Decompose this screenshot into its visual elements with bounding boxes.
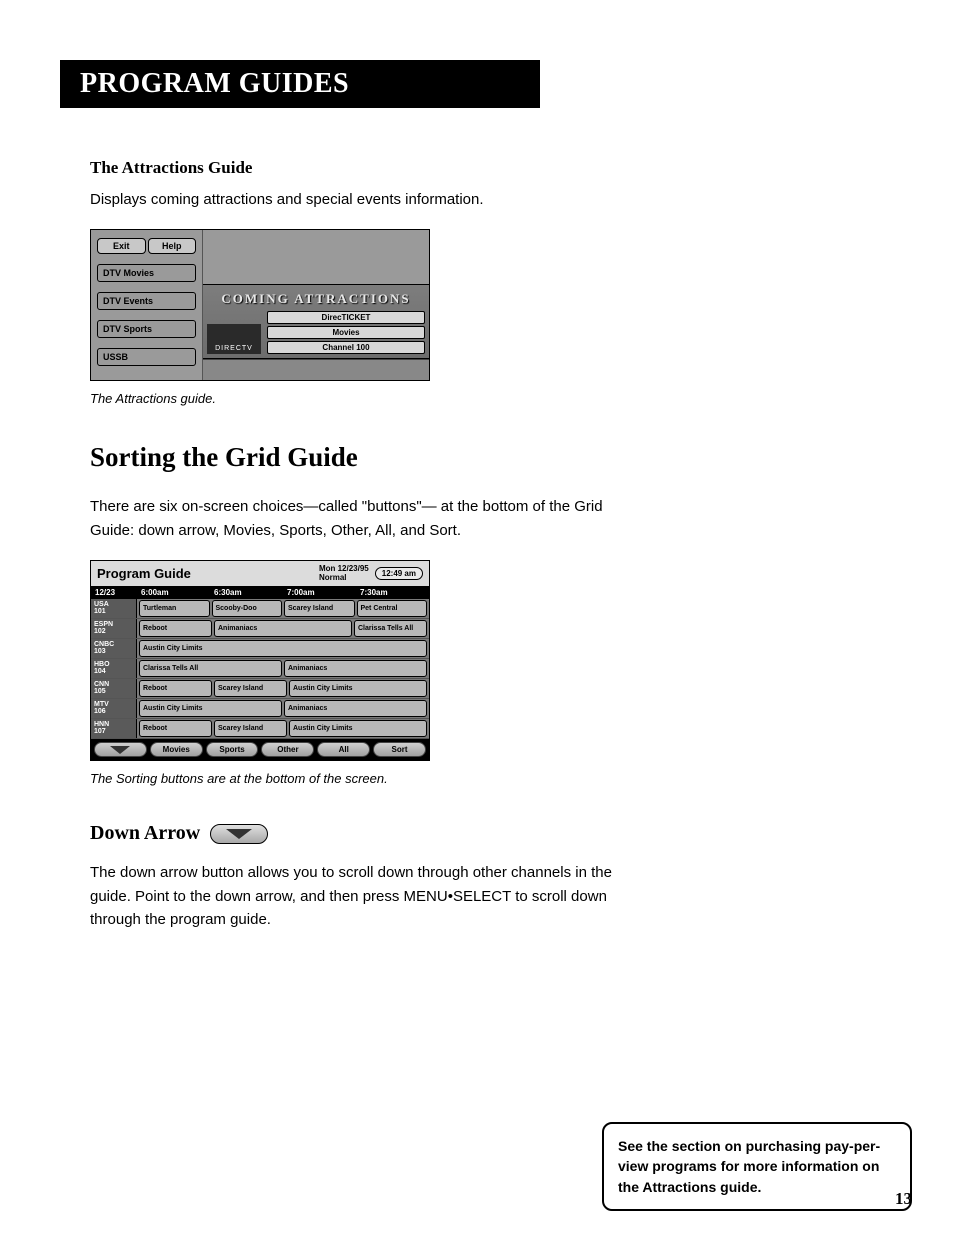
- attractions-desc: Displays coming attractions and special …: [90, 188, 650, 211]
- pg-program-cell[interactable]: Animaniacs: [284, 660, 427, 677]
- down-arrow-desc: The down arrow button allows you to scro…: [90, 861, 650, 931]
- pg-program-cell[interactable]: Clarissa Tells All: [354, 620, 427, 637]
- exit-button[interactable]: Exit: [97, 238, 146, 254]
- sorting-heading: Sorting the Grid Guide: [90, 442, 650, 473]
- page-number: 13: [895, 1189, 912, 1209]
- pg-program-cell[interactable]: Scarey Island: [214, 680, 287, 697]
- pg-program-cell[interactable]: Reboot: [139, 720, 212, 737]
- pg-program-cell[interactable]: Scarey Island: [214, 720, 287, 737]
- page-header-title: PROGRAM GUIDES: [80, 68, 520, 100]
- all-button[interactable]: All: [317, 742, 370, 757]
- page-header: PROGRAM GUIDES: [60, 60, 540, 108]
- pg-program-cell[interactable]: Scooby-Doo: [212, 600, 283, 617]
- pg-footer: Movies Sports Other All Sort: [91, 739, 429, 760]
- movies-button[interactable]: Movies: [150, 742, 203, 757]
- pg-channel-label: CNN105: [91, 679, 137, 698]
- sorting-caption: The Sorting buttons are at the bottom of…: [90, 771, 650, 786]
- pg-row: ESPN102RebootAnimaniacsClarissa Tells Al…: [91, 619, 429, 639]
- pg-program-cell[interactable]: Austin City Limits: [139, 640, 427, 657]
- pg-program-cell[interactable]: Austin City Limits: [289, 680, 427, 697]
- pg-clock: 12:49 am: [375, 567, 423, 580]
- attractions-sidebar: Exit Help DTV Movies DTV Events DTV Spor…: [91, 230, 203, 380]
- sidebar-tab[interactable]: DTV Sports: [97, 320, 196, 338]
- pg-program-cell[interactable]: Animaniacs: [284, 700, 427, 717]
- down-arrow-icon: [210, 824, 268, 844]
- pg-program-cell[interactable]: Animaniacs: [214, 620, 352, 637]
- pg-channel-label: ESPN102: [91, 619, 137, 638]
- pg-row: MTV106Austin City LimitsAnimaniacs: [91, 699, 429, 719]
- sort-button[interactable]: Sort: [373, 742, 426, 757]
- sorting-desc: There are six on-screen choices—called "…: [90, 495, 650, 542]
- pg-program-cell[interactable]: Pet Central: [357, 600, 428, 617]
- pg-channel-label: HBO104: [91, 659, 137, 678]
- pg-program-cell[interactable]: Reboot: [139, 680, 212, 697]
- pg-time-header: 12/23 6:00am 6:30am 7:00am 7:30am: [91, 586, 429, 599]
- down-arrow-heading: Down Arrow: [90, 822, 650, 845]
- pg-row: CNBC103Austin City Limits: [91, 639, 429, 659]
- pg-channel-label: MTV106: [91, 699, 137, 718]
- program-guide-screenshot: Program Guide Mon 12/23/95 Normal 12:49 …: [90, 560, 430, 762]
- side-note: See the section on purchasing pay-per-vi…: [602, 1122, 912, 1211]
- banner-pill[interactable]: DirecTICKET: [267, 311, 425, 324]
- main-content: The Attractions Guide Displays coming at…: [90, 158, 650, 931]
- pg-program-cell[interactable]: Turtleman: [139, 600, 210, 617]
- pg-channel-label: USA101: [91, 599, 137, 618]
- attractions-screenshot: Exit Help DTV Movies DTV Events DTV Spor…: [90, 229, 430, 381]
- help-button[interactable]: Help: [148, 238, 197, 254]
- attractions-heading: The Attractions Guide: [90, 158, 650, 178]
- coming-attractions-banner: COMING ATTRACTIONS DIRECTV DirecTICKET M…: [203, 284, 429, 359]
- down-arrow-button[interactable]: [94, 742, 147, 757]
- pg-program-cell[interactable]: Reboot: [139, 620, 212, 637]
- pg-channel-label: CNBC103: [91, 639, 137, 658]
- sidebar-tab[interactable]: DTV Movies: [97, 264, 196, 282]
- directv-logo: DIRECTV: [207, 324, 261, 354]
- pg-row: CNN105RebootScarey IslandAustin City Lim…: [91, 679, 429, 699]
- pg-channel-label: HNN107: [91, 719, 137, 738]
- pg-grid-body: USA101TurtlemanScooby-DooScarey IslandPe…: [91, 599, 429, 739]
- banner-pill[interactable]: Channel 100: [267, 341, 425, 354]
- sports-button[interactable]: Sports: [206, 742, 259, 757]
- pg-row: USA101TurtlemanScooby-DooScarey IslandPe…: [91, 599, 429, 619]
- sidebar-tab[interactable]: USSB: [97, 348, 196, 366]
- other-button[interactable]: Other: [261, 742, 314, 757]
- pg-title: Program Guide: [97, 566, 313, 581]
- pg-row: HNN107RebootScarey IslandAustin City Lim…: [91, 719, 429, 739]
- pg-row: HBO104Clarissa Tells AllAnimaniacs: [91, 659, 429, 679]
- banner-title: COMING ATTRACTIONS: [207, 291, 425, 307]
- pg-program-cell[interactable]: Austin City Limits: [139, 700, 282, 717]
- pg-date-mode: Mon 12/23/95 Normal: [319, 565, 369, 583]
- banner-pill[interactable]: Movies: [267, 326, 425, 339]
- sidebar-tab[interactable]: DTV Events: [97, 292, 196, 310]
- attractions-caption: The Attractions guide.: [90, 391, 650, 406]
- pg-program-cell[interactable]: Scarey Island: [284, 600, 355, 617]
- pg-program-cell[interactable]: Austin City Limits: [289, 720, 427, 737]
- pg-program-cell[interactable]: Clarissa Tells All: [139, 660, 282, 677]
